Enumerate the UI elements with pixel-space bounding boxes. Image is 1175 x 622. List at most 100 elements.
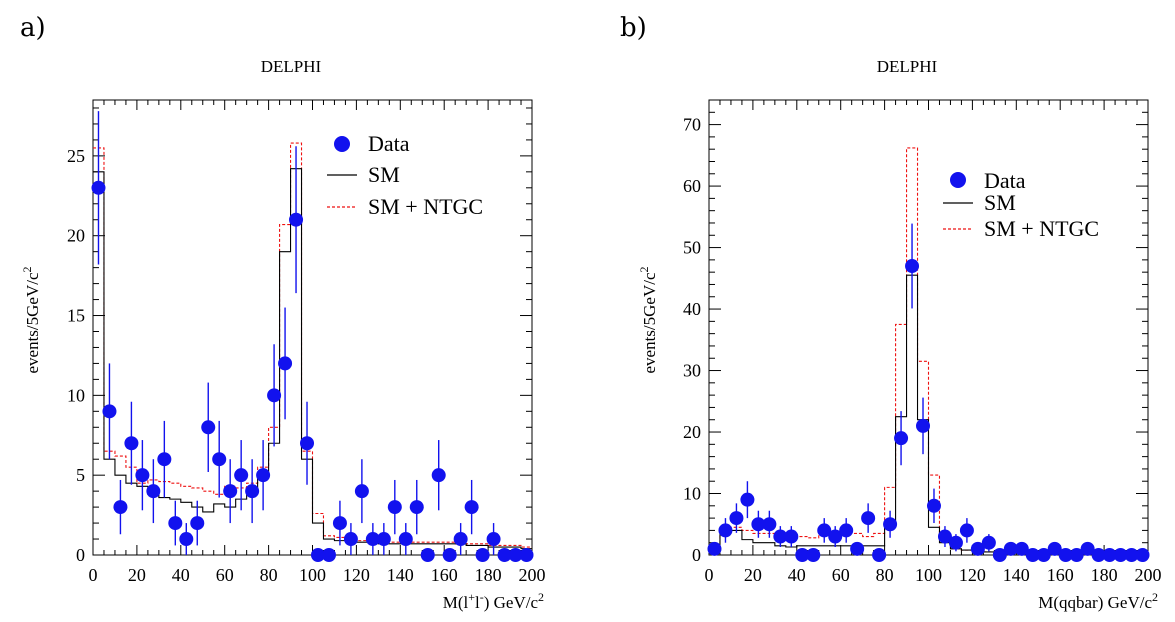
data-point [1025, 548, 1040, 562]
data-point [223, 484, 238, 499]
y-tick-label: 20 [67, 226, 85, 246]
data-point [124, 436, 139, 451]
data-point [179, 532, 194, 547]
x-tick-label: 180 [475, 565, 502, 585]
data-point [332, 516, 347, 531]
x-tick-label: 20 [744, 565, 762, 585]
data-point [981, 535, 996, 550]
data-point [91, 180, 106, 195]
x-tick-label: 180 [1091, 565, 1118, 585]
legend-b: Data SM SM + NTGC [943, 168, 1099, 241]
data-point [497, 548, 512, 562]
data-point [894, 431, 909, 446]
data-point [1091, 548, 1106, 562]
plot-area-b: 0 20 40 60 80 100 120 140 160 180 200 0 10 20 30 40 50 60… [683, 99, 1162, 585]
y-tick-label: 70 [683, 115, 701, 135]
data-point [970, 541, 985, 556]
legend-label-data-a: Data [368, 131, 410, 156]
data-point [1124, 548, 1139, 562]
data-point [762, 517, 777, 532]
data-point [376, 532, 391, 547]
x-tick-label: 40 [788, 565, 806, 585]
data-point [146, 484, 161, 499]
legend-label-ntgc-a: SM + NTGC [368, 194, 483, 219]
data-point [519, 548, 534, 562]
legend-marker-data-a [334, 136, 350, 152]
x-tick-label: 100 [299, 565, 326, 585]
y-tick-label: 20 [683, 422, 701, 442]
y-tick-label: 25 [67, 146, 85, 166]
x-tick-label: 140 [387, 565, 414, 585]
data-point [883, 517, 898, 532]
data-point [1058, 548, 1073, 562]
data-point [751, 517, 766, 532]
data-point [289, 212, 304, 227]
panel-label-b: b) [620, 13, 647, 43]
y-tick-label: 10 [683, 484, 701, 504]
x-tick-label: 120 [959, 565, 986, 585]
data-point [850, 541, 865, 556]
data-point [475, 548, 490, 562]
data-point [464, 500, 479, 515]
data-point [795, 548, 810, 562]
data-point [905, 259, 920, 274]
data-point [168, 516, 183, 531]
data-point [442, 548, 457, 562]
chart-title-a: DELPHI [261, 57, 322, 76]
data-point [398, 532, 413, 547]
x-tick-label: 0 [89, 565, 98, 585]
x-tick-label: 120 [343, 565, 370, 585]
legend-label-data-b: Data [984, 168, 1026, 193]
data-point [190, 516, 205, 531]
data-point [707, 541, 722, 556]
data-point [718, 523, 733, 538]
x-tick-label: 200 [519, 565, 546, 585]
data-point [113, 500, 128, 515]
x-tick-label: 160 [1047, 565, 1074, 585]
chart-title-b: DELPHI [877, 57, 938, 76]
x-tick-label: 40 [172, 565, 190, 585]
data-point [157, 452, 172, 467]
data-point [212, 452, 227, 467]
y-axis-label-a: events/5GeV/c2 [20, 266, 42, 373]
y-tick-label: 60 [683, 176, 701, 196]
data-point [201, 420, 216, 435]
data-point [486, 532, 501, 547]
data-point [784, 529, 799, 544]
legend-label-sm-b: SM [984, 190, 1016, 215]
data-point [948, 535, 963, 550]
legend-label-ntgc-b: SM + NTGC [984, 216, 1099, 241]
x-tick-label: 20 [128, 565, 146, 585]
data-point [300, 436, 315, 451]
data-point [861, 511, 876, 526]
x-tick-label: 160 [431, 565, 458, 585]
data-point [1014, 541, 1029, 556]
data-point [729, 511, 744, 526]
plot-area-a: 0 20 40 60 80 100 120 140 160 180 200 0 5 10 15 20 25 [67, 99, 546, 585]
y-tick-label: 40 [683, 299, 701, 319]
legend-label-sm-a: SM [368, 162, 400, 187]
data-point [310, 548, 325, 562]
data-point [839, 523, 854, 538]
x-axis-label-a: M(l+l-) GeV/c2 [443, 590, 544, 612]
panel-label-a: a) [20, 13, 46, 43]
panel-a: a) DELPHI events/5GeV/c2 M(l+l-) GeV/c2 … [20, 13, 546, 612]
y-tick-label: 50 [683, 238, 701, 258]
data-point [926, 498, 941, 513]
data-point [806, 548, 821, 562]
data-point [267, 388, 282, 403]
y-tick-label: 0 [76, 545, 85, 565]
y-axis-label-b: events/5GeV/c2 [637, 266, 659, 373]
data-point [321, 548, 336, 562]
data-point [102, 404, 117, 419]
x-tick-label: 60 [832, 565, 850, 585]
data-point [1036, 548, 1051, 562]
x-axis-label-b: M(qqbar) GeV/c2 [1038, 590, 1158, 612]
data-point [453, 532, 468, 547]
data-point [365, 532, 380, 547]
data-point [256, 468, 271, 483]
data-point [420, 548, 435, 562]
data-point [409, 500, 424, 515]
legend-marker-data-b [950, 172, 966, 188]
